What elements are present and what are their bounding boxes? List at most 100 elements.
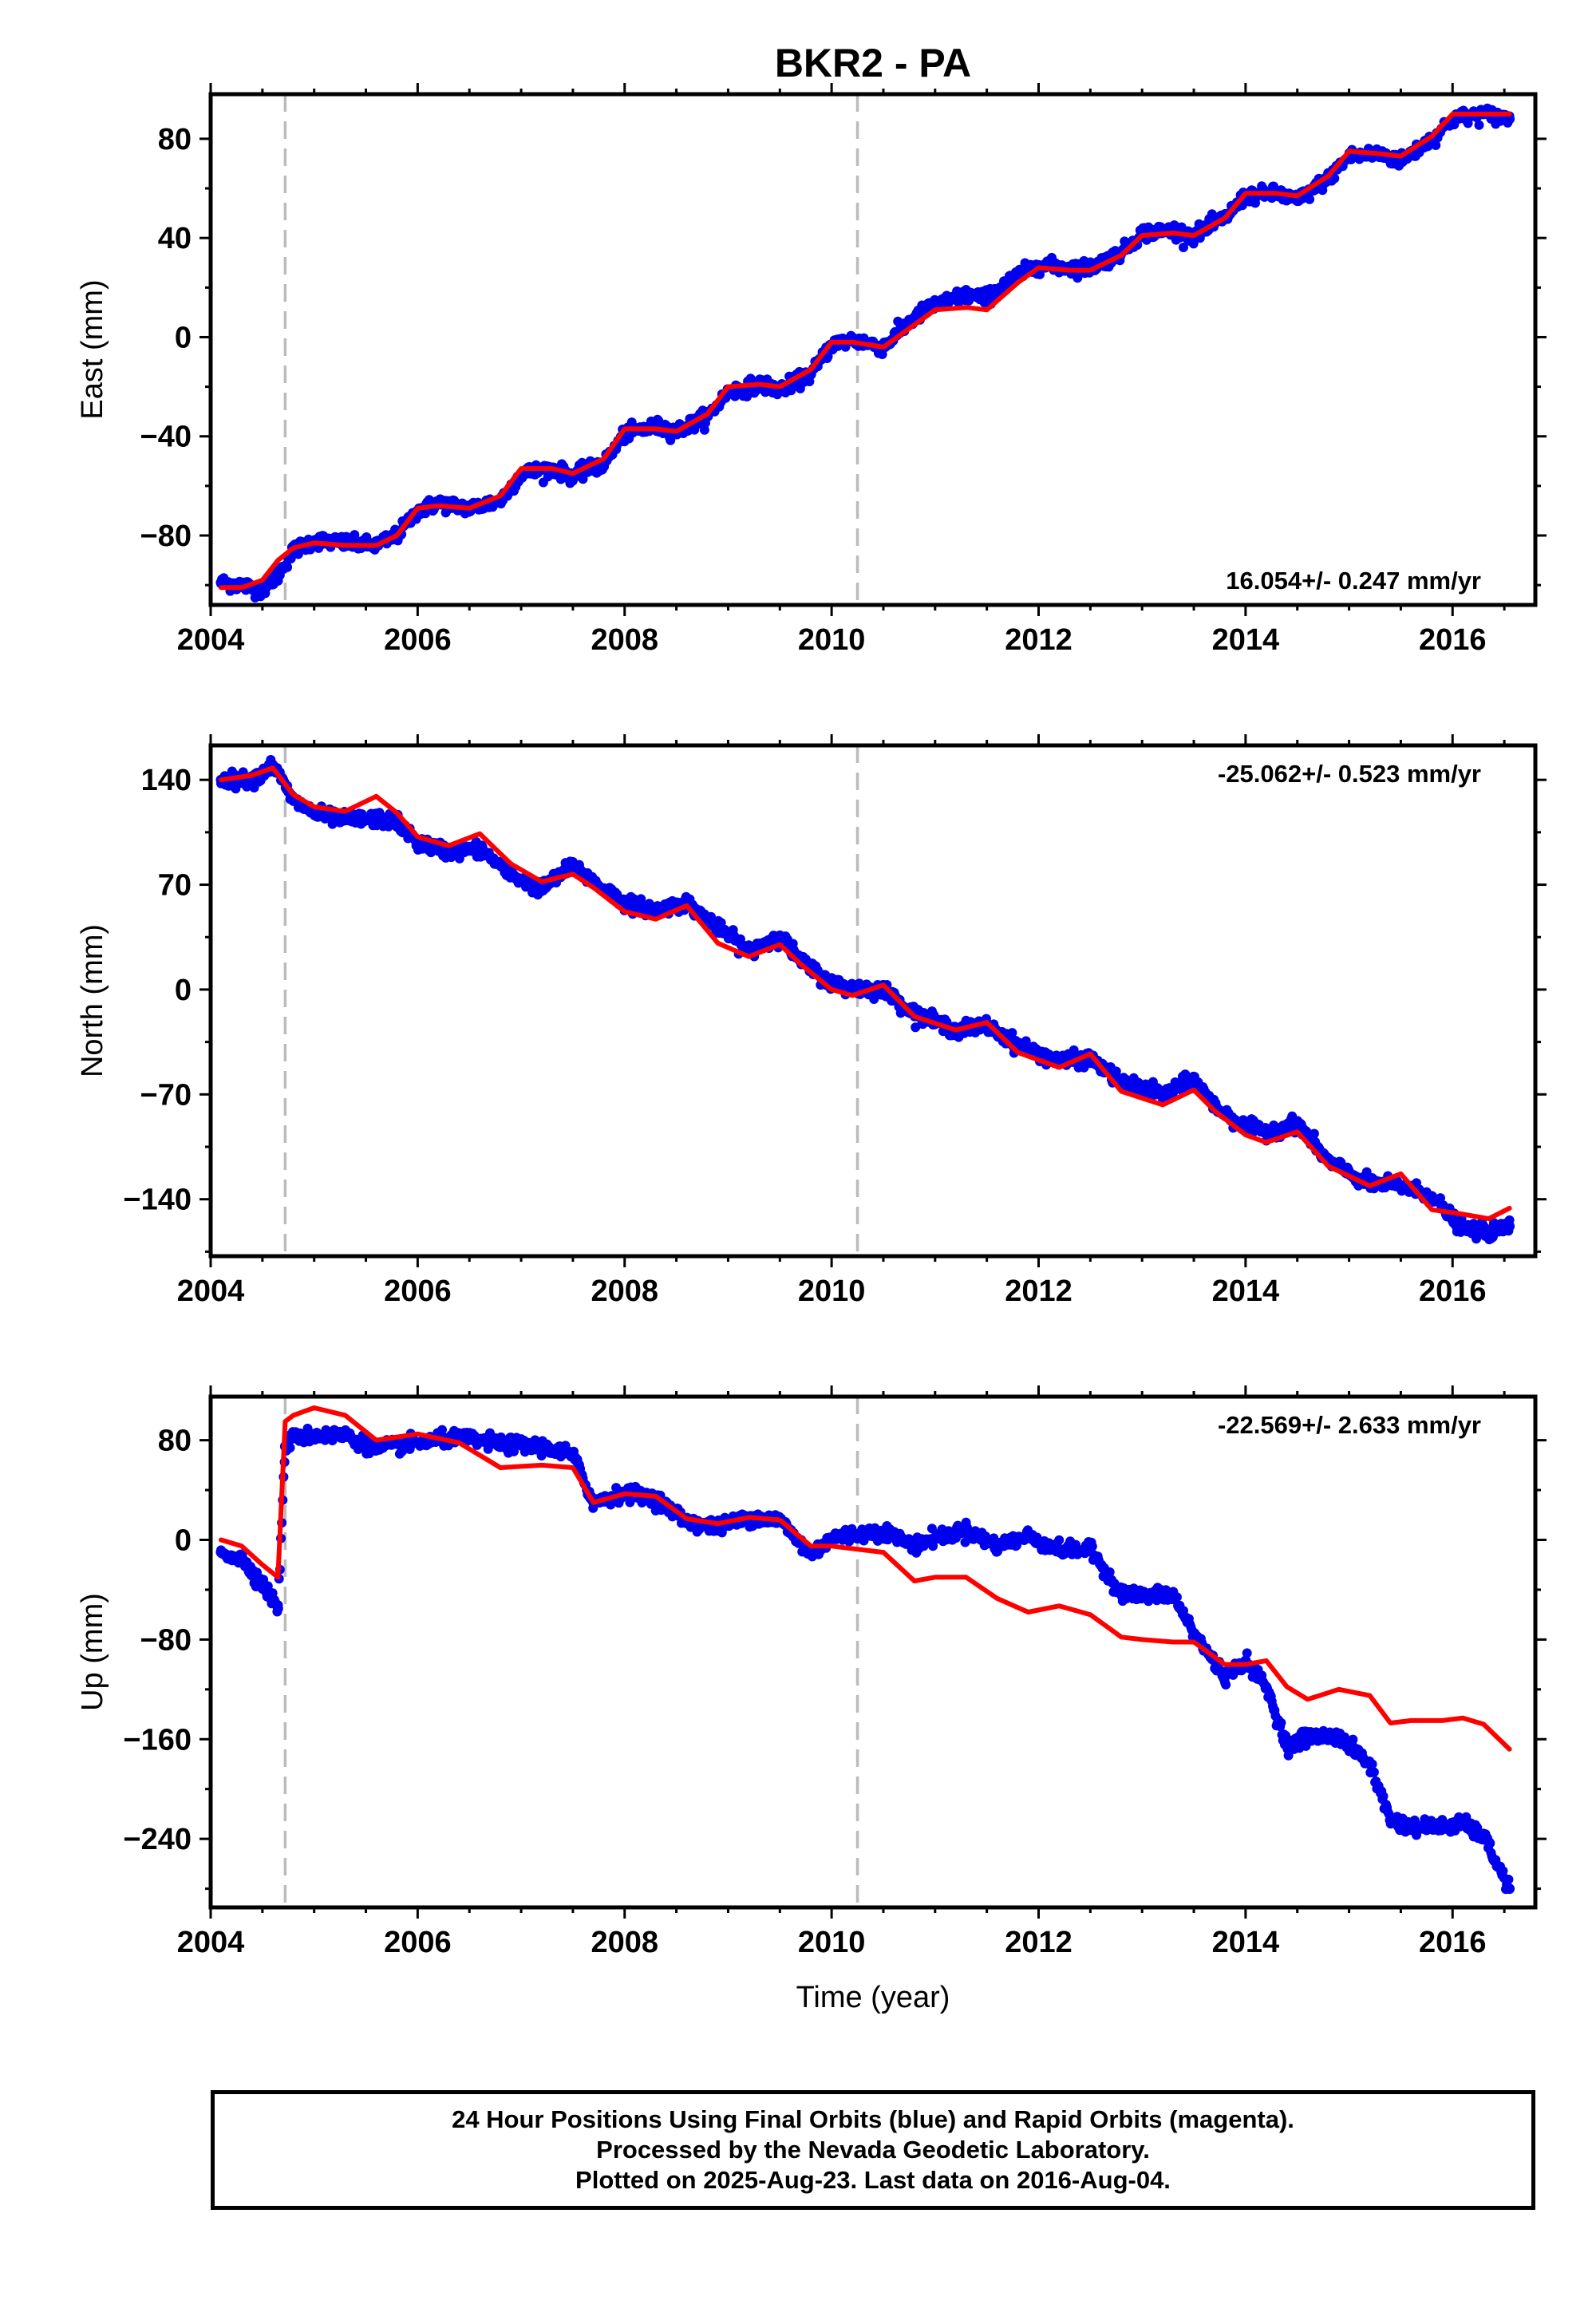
rate-annotation: -22.569+/- 2.633 mm/yr	[1218, 1411, 1481, 1439]
final-orbit-point	[1069, 1045, 1079, 1055]
y-tick-label: 0	[175, 974, 192, 1007]
final-orbit-point	[1426, 1191, 1437, 1202]
y-tick-label: 40	[158, 222, 192, 255]
final-orbit-point	[636, 894, 646, 904]
final-orbit-point	[1385, 1815, 1396, 1826]
final-orbit-point	[1157, 1089, 1168, 1100]
final-orbit-point	[1395, 1180, 1406, 1192]
rate-annotation: -25.062+/- 0.523 mm/yr	[1218, 760, 1481, 788]
x-tick-label: 2004	[177, 1275, 245, 1308]
y-axis-label: East (mm)	[76, 279, 109, 419]
final-orbit-point	[1219, 1671, 1231, 1682]
final-orbit-point	[1084, 1544, 1096, 1555]
final-orbit-point	[495, 1438, 506, 1449]
final-orbit-point	[536, 883, 547, 895]
plot-frame	[208, 92, 1538, 607]
final-orbit-point	[1378, 1791, 1389, 1801]
final-orbit-point	[1283, 1750, 1294, 1761]
final-orbit-point	[1305, 194, 1315, 204]
final-orbit-point	[1348, 1734, 1358, 1745]
x-tick-label: 2010	[798, 623, 866, 657]
x-tick-label: 2010	[798, 1926, 866, 1959]
x-tick-label: 2004	[177, 1926, 245, 1959]
x-tick-label: 2012	[1005, 1926, 1073, 1959]
x-tick-label: 2008	[591, 1275, 658, 1308]
y-axis-label: Up (mm)	[76, 1593, 109, 1711]
final-orbit-point	[1292, 196, 1303, 207]
final-orbit-point	[371, 813, 381, 824]
final-orbit-point	[1053, 1544, 1065, 1555]
final-orbit-point	[1221, 1680, 1231, 1690]
final-orbit-point	[1136, 1591, 1148, 1602]
final-orbit-point	[1188, 1628, 1199, 1639]
final-orbit-point	[1395, 156, 1406, 167]
rapid-orbit-line	[219, 111, 1512, 591]
final-orbit-point	[215, 1547, 227, 1558]
final-orbit-point	[1261, 1126, 1272, 1137]
up-panel: 2004 2006 2008 2010 2012 2014 2016 80 0 −80 −160 −2…	[76, 1385, 1547, 1959]
x-tick-label: 2004	[177, 623, 245, 657]
y-tick-label: 80	[158, 123, 192, 156]
final-orbit-point	[1282, 1740, 1293, 1751]
final-orbit-point	[236, 1553, 247, 1564]
final-orbit-point	[474, 844, 485, 854]
y-tick-label: −240	[123, 1823, 192, 1856]
footer-box: 24 Hour Positions Using Final Orbits (bl…	[211, 2090, 1535, 2210]
y-axis-label: North (mm)	[76, 924, 109, 1077]
final-orbit-point	[1405, 1821, 1416, 1832]
rate-annotation: 16.054+/- 0.247 mm/yr	[1226, 567, 1481, 595]
final-orbit-point	[961, 290, 972, 301]
final-orbit-point	[1485, 1838, 1495, 1848]
final-orbit-point	[288, 1433, 299, 1443]
final-orbit-point	[505, 868, 516, 879]
final-orbit-point	[1276, 1717, 1286, 1728]
final-orbit-point	[272, 570, 283, 581]
final-orbit-point	[257, 1578, 268, 1589]
rapid-orbit-line	[219, 765, 1512, 1222]
north-panel: 2004 2006 2008 2010 2012 2014 2016 140 70 0 −70 −14…	[76, 734, 1547, 1308]
final-orbit-point	[1013, 270, 1024, 281]
final-orbit-point	[961, 1524, 972, 1535]
y-tick-label: −40	[140, 421, 192, 454]
y-tick-label: −140	[123, 1184, 192, 1217]
x-tick-label: 2014	[1212, 1275, 1280, 1308]
final-orbit-point	[1457, 1223, 1468, 1235]
final-orbit-point	[1503, 1875, 1514, 1884]
x-tick-label: 2016	[1419, 623, 1487, 657]
y-tick-label: −80	[140, 1623, 192, 1657]
footer-line-1: 24 Hour Positions Using Final Orbits (bl…	[452, 2105, 1294, 2133]
final-orbit-point	[1457, 1818, 1468, 1829]
final-orbit-point	[309, 1429, 320, 1441]
final-orbit-point	[282, 562, 293, 572]
final-orbit-point	[1436, 1821, 1448, 1832]
x-tick-label: 2016	[1419, 1926, 1487, 1959]
final-orbit-point	[272, 1603, 283, 1614]
final-orbit-point	[215, 577, 227, 588]
final-orbit-point	[1104, 1567, 1115, 1577]
x-tick-label: 2012	[1005, 623, 1073, 657]
final-orbit-point	[1333, 1731, 1345, 1742]
final-orbit-point	[619, 897, 630, 908]
final-orbit-point	[1261, 1682, 1272, 1693]
final-orbit-point	[992, 1540, 1003, 1551]
x-tick-label: 2010	[798, 1275, 866, 1308]
final-orbit-point	[1007, 1028, 1017, 1038]
x-tick-label: 2008	[591, 623, 658, 657]
final-orbit-point	[1179, 243, 1188, 252]
y-tick-label: 80	[158, 1425, 192, 1458]
final-orbit-points	[215, 103, 1515, 603]
footer-line-2: Processed by the Nevada Geodetic Laborat…	[596, 2136, 1150, 2164]
final-orbit-point	[1023, 1531, 1033, 1542]
final-orbit-point	[412, 837, 423, 848]
final-orbit-point	[577, 457, 587, 468]
final-orbit-point	[1504, 1883, 1515, 1895]
final-orbit-point	[1504, 1221, 1515, 1231]
plot-frame	[208, 743, 1538, 1259]
x-tick-label: 2006	[384, 623, 452, 657]
final-orbit-point	[930, 1531, 941, 1543]
y-tick-label: −160	[123, 1723, 192, 1757]
final-orbit-point	[869, 994, 879, 1004]
final-orbit-point	[309, 808, 320, 818]
final-orbit-point	[1302, 1731, 1314, 1742]
